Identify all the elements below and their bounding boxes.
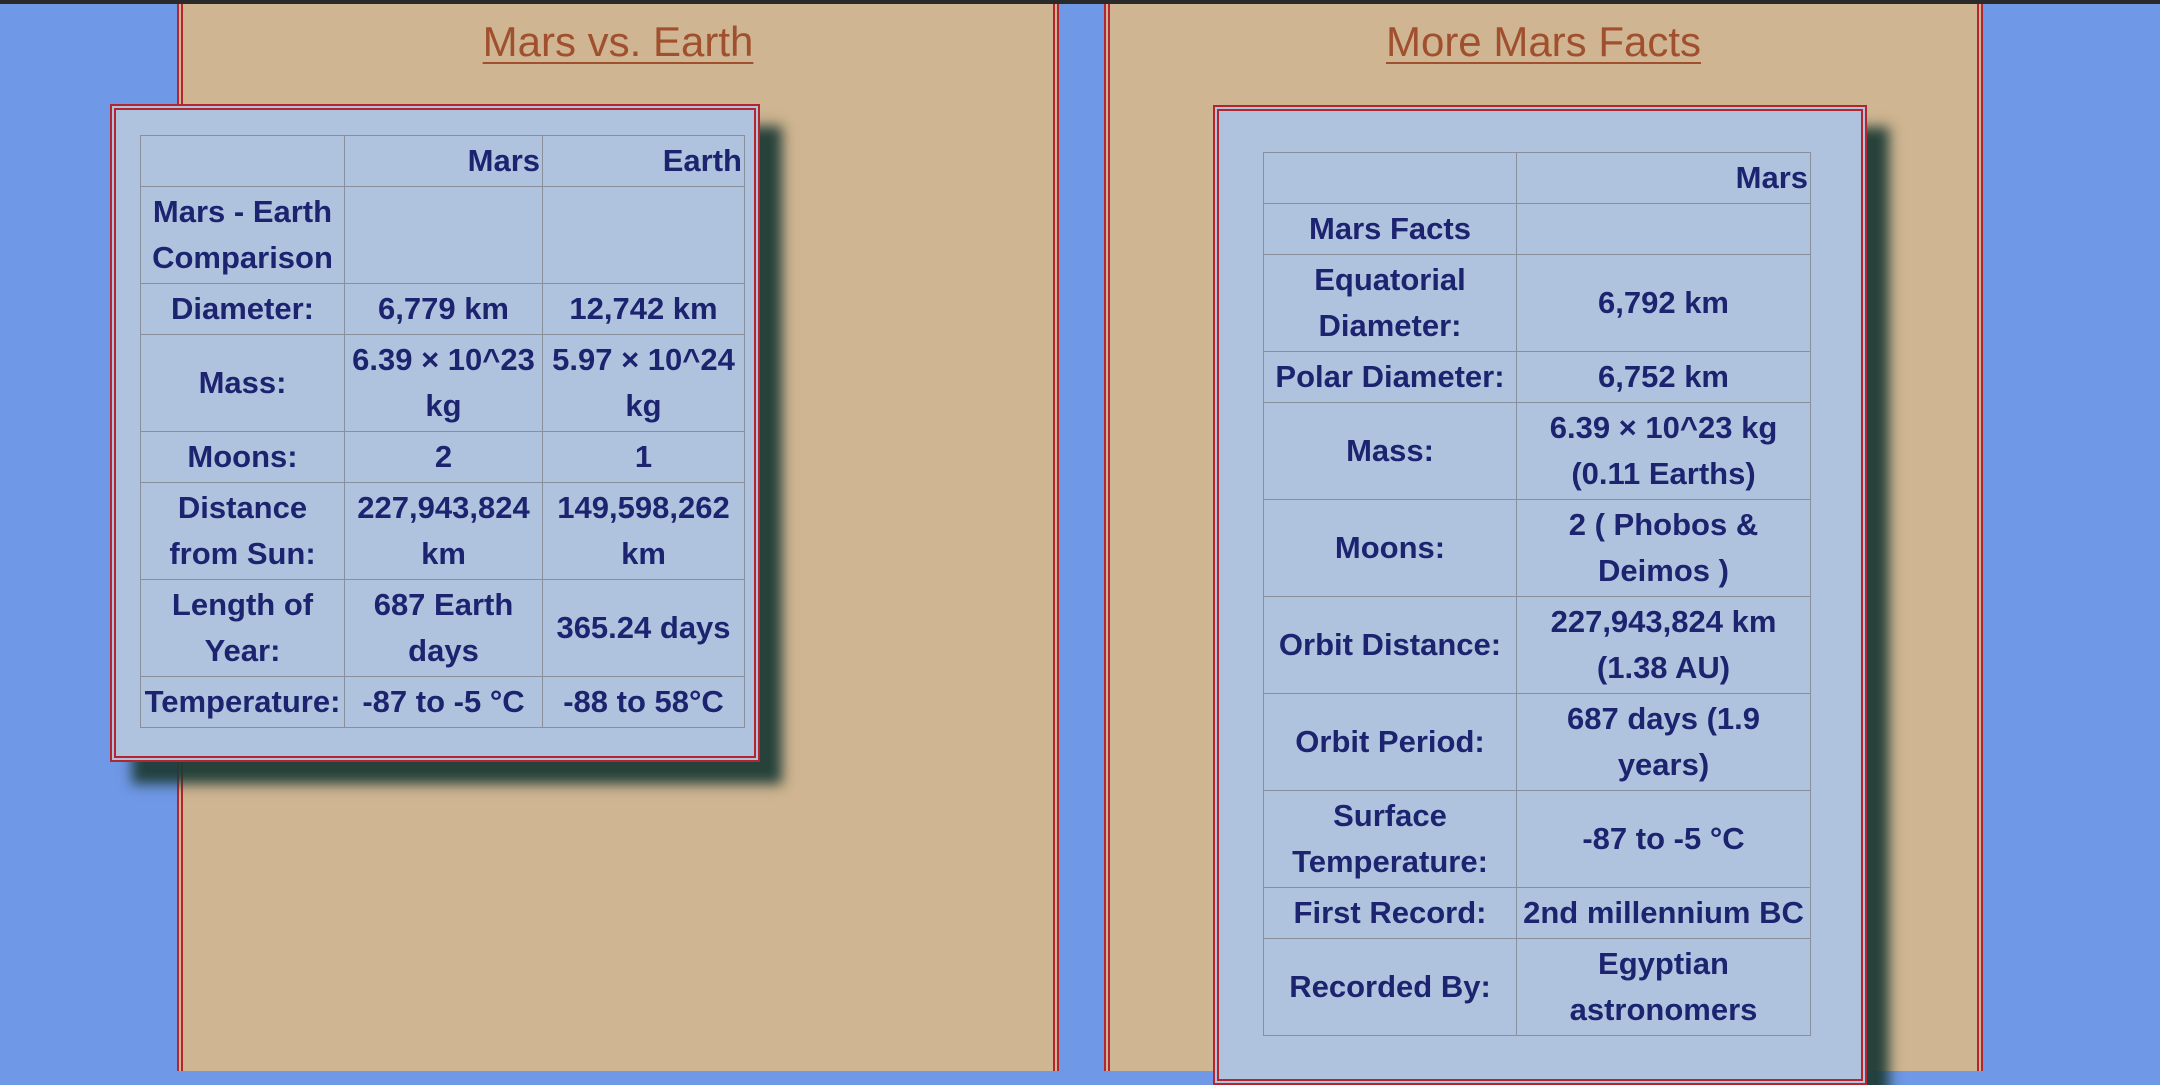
earth-value: [542, 186, 745, 284]
more-mars-facts-title-link[interactable]: More Mars Facts: [1385, 18, 1702, 65]
header-cell: [140, 135, 345, 187]
row-label: Polar Diameter:: [1263, 351, 1517, 403]
table-row: First Record: 2nd millennium BC: [1263, 887, 1811, 939]
earth-value: 5.97 × 10^24 kg: [542, 334, 745, 432]
mars-value: 6.39 × 10^23 kg: [344, 334, 543, 432]
row-label: Mass:: [1263, 402, 1517, 500]
table-row: Temperature: -87 to -5 °C -88 to 58°C: [140, 676, 745, 728]
table-row: Length of Year: 687 Earth days 365.24 da…: [140, 579, 745, 677]
earth-value: 12,742 km: [542, 283, 745, 335]
mars-value: 227,943,824 km (1.38 AU): [1516, 596, 1811, 694]
row-label: Equatorial Diameter:: [1263, 254, 1517, 352]
earth-value: -88 to 58°C: [542, 676, 745, 728]
header-cell: [1263, 152, 1517, 204]
row-label: Length of Year:: [140, 579, 345, 677]
mars-value: 6.39 × 10^23 kg (0.11 Earths): [1516, 402, 1811, 500]
earth-value: 365.24 days: [542, 579, 745, 677]
row-label: Recorded By:: [1263, 938, 1517, 1036]
table-row: Orbit Period: 687 days (1.9 years): [1263, 693, 1811, 791]
row-label: Orbit Distance:: [1263, 596, 1517, 694]
table-row: Surface Temperature: -87 to -5 °C: [1263, 790, 1811, 888]
earth-value: 1: [542, 431, 745, 483]
row-label: Mars Facts: [1263, 203, 1517, 255]
table-row: Mars - Earth Comparison: [140, 186, 745, 284]
row-label: Temperature:: [140, 676, 345, 728]
mars-value: Egyptian astronomers: [1516, 938, 1811, 1036]
table-row: Moons: 2 1: [140, 431, 745, 483]
row-label: Mars - Earth Comparison: [140, 186, 345, 284]
table-row: Distance from Sun: 227,943,824 km 149,59…: [140, 482, 745, 580]
window-top-edge: [0, 0, 2160, 4]
mars-value: [1516, 203, 1811, 255]
mars-value: 6,779 km: [344, 283, 543, 335]
row-label: Diameter:: [140, 283, 345, 335]
mars-value: -87 to -5 °C: [1516, 790, 1811, 888]
table-header-row: Mars Earth: [140, 135, 745, 187]
mars-facts-table-frame: Mars Mars Facts Equatorial Diameter: 6,7…: [1213, 105, 1867, 1085]
table-row: Mass: 6.39 × 10^23 kg 5.97 × 10^24 kg: [140, 334, 745, 432]
mars-vs-earth-table-frame: Mars Earth Mars - Earth Comparison Diame…: [110, 104, 760, 762]
mars-value: 6,752 km: [1516, 351, 1811, 403]
table-row: Diameter: 6,779 km 12,742 km: [140, 283, 745, 335]
table-row: Polar Diameter: 6,752 km: [1263, 351, 1811, 403]
header-cell-earth: Earth: [542, 135, 745, 187]
table-header-row: Mars: [1263, 152, 1811, 204]
row-label: Moons:: [1263, 499, 1517, 597]
table-row: Mass: 6.39 × 10^23 kg (0.11 Earths): [1263, 402, 1811, 500]
mars-facts-table: Mars Mars Facts Equatorial Diameter: 6,7…: [1263, 152, 1811, 1036]
row-label: First Record:: [1263, 887, 1517, 939]
mars-value: 6,792 km: [1516, 254, 1811, 352]
earth-value: 149,598,262 km: [542, 482, 745, 580]
table-row: Orbit Distance: 227,943,824 km (1.38 AU): [1263, 596, 1811, 694]
row-label: Distance from Sun:: [140, 482, 345, 580]
mars-value: 2 ( Phobos & Deimos ): [1516, 499, 1811, 597]
row-label: Mass:: [140, 334, 345, 432]
mars-value: 687 days (1.9 years): [1516, 693, 1811, 791]
row-label: Moons:: [140, 431, 345, 483]
table-row: Moons: 2 ( Phobos & Deimos ): [1263, 499, 1811, 597]
mars-vs-earth-title-link[interactable]: Mars vs. Earth: [482, 18, 754, 65]
mars-value: -87 to -5 °C: [344, 676, 543, 728]
mars-vs-earth-table: Mars Earth Mars - Earth Comparison Diame…: [140, 135, 745, 728]
row-label: Surface Temperature:: [1263, 790, 1517, 888]
mars-value: [344, 186, 543, 284]
row-label: Orbit Period:: [1263, 693, 1517, 791]
table-row: Recorded By: Egyptian astronomers: [1263, 938, 1811, 1036]
mars-value: 2nd millennium BC: [1516, 887, 1811, 939]
mars-value: 227,943,824 km: [344, 482, 543, 580]
header-cell-mars: Mars: [344, 135, 543, 187]
table-row: Mars Facts: [1263, 203, 1811, 255]
mars-value: 687 Earth days: [344, 579, 543, 677]
header-cell-mars: Mars: [1516, 152, 1811, 204]
table-row: Equatorial Diameter: 6,792 km: [1263, 254, 1811, 352]
mars-value: 2: [344, 431, 543, 483]
